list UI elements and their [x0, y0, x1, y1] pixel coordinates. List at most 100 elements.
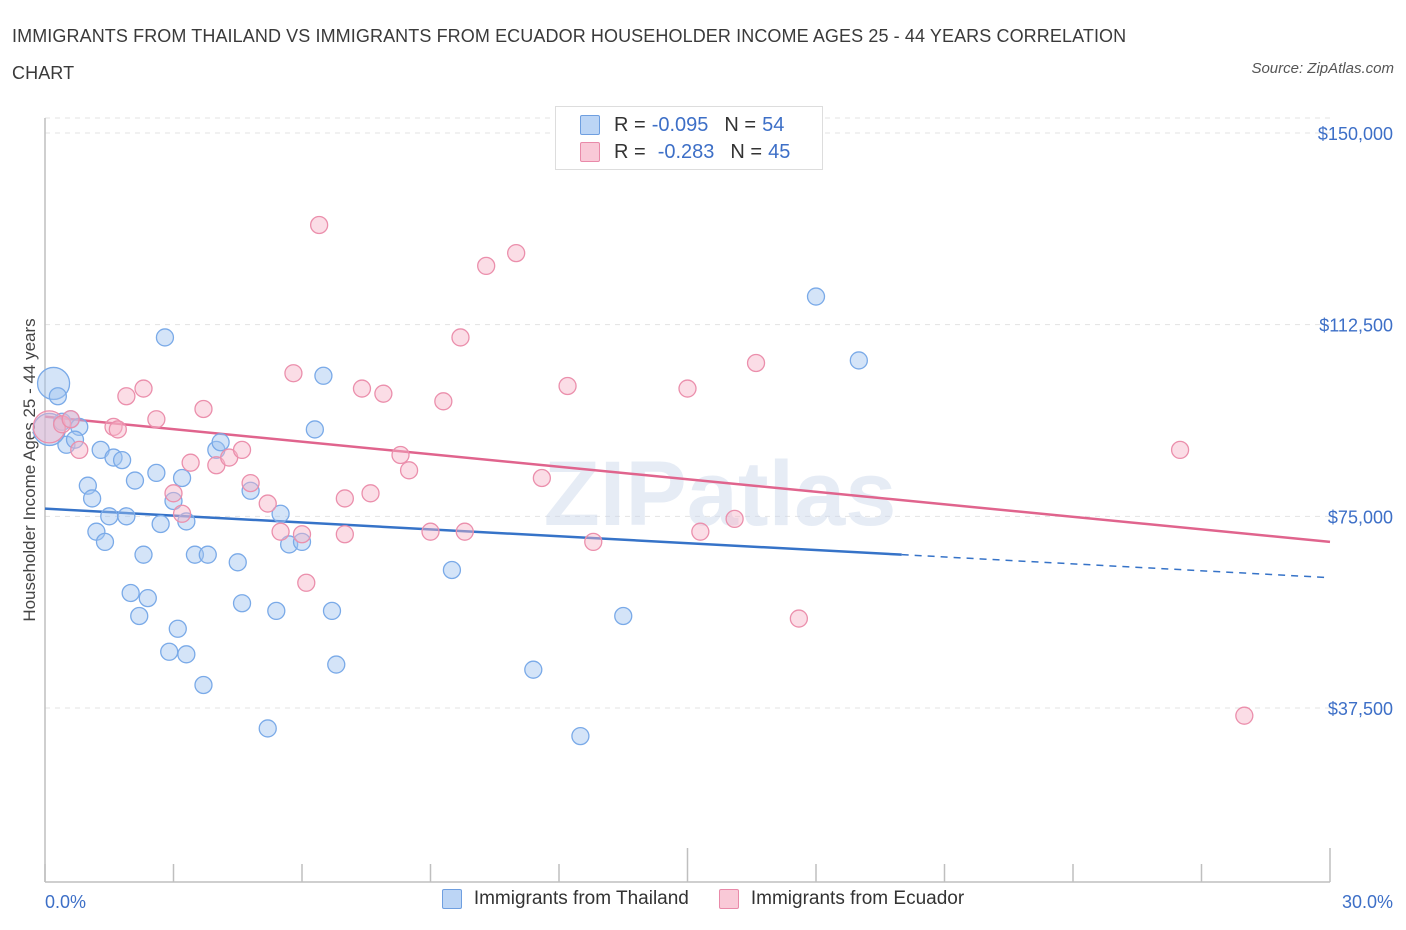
data-point-thailand: [314, 366, 333, 385]
data-point-thailand: [211, 433, 230, 452]
thailand-swatch: [580, 115, 600, 135]
data-point-ecuador: [117, 387, 136, 406]
data-point-thailand: [100, 507, 119, 526]
stats-legend: R = -0.095 N = 54 R = -0.283 N = 45: [555, 106, 823, 170]
data-point-thailand: [305, 420, 325, 439]
legend-item-ecuador[interactable]: Immigrants from Ecuador: [718, 888, 965, 910]
data-point-thailand: [614, 606, 633, 626]
data-point-ecuador: [181, 453, 200, 472]
data-point-ecuador: [374, 384, 393, 403]
n-label: N =: [724, 113, 757, 136]
data-point-ecuador: [108, 420, 127, 439]
data-point-thailand: [155, 328, 175, 347]
data-point-ecuador: [434, 392, 453, 411]
data-point-thailand: [164, 491, 183, 511]
y-tick-label: $150,000: [1318, 124, 1393, 144]
data-point-thailand: [138, 588, 157, 608]
trend-line-extension: [901, 553, 1331, 579]
data-point-ecuador: [292, 525, 312, 544]
data-point-thailand: [160, 642, 179, 661]
data-point-ecuador: [52, 415, 72, 434]
data-point-ecuador: [335, 525, 354, 544]
legend-item-thailand[interactable]: Immigrants from Thailand: [441, 888, 689, 910]
data-point-ecuador: [1170, 440, 1190, 460]
data-point-thailand: [571, 726, 590, 746]
data-point-ecuador: [335, 489, 354, 508]
gridlines: [45, 117, 1330, 709]
data-point-thailand: [524, 660, 543, 679]
data-points: [32, 215, 1254, 746]
legend-label-thailand: Immigrants from Thailand: [473, 888, 689, 909]
data-point-thailand: [95, 532, 115, 552]
data-point-ecuador: [164, 484, 183, 503]
legend-label-ecuador: Immigrants from Ecuador: [750, 888, 965, 909]
ecuador-legend-swatch: [718, 889, 739, 909]
data-point-thailand: [327, 655, 346, 674]
r-label: R =: [614, 140, 646, 163]
data-point-ecuador: [691, 522, 710, 541]
n-label: N =: [730, 140, 763, 163]
source-label: Source: ZipAtlas.com: [1251, 60, 1394, 77]
data-point-thailand: [172, 468, 192, 488]
data-point-thailand: [168, 619, 187, 638]
data-point-thailand: [322, 601, 342, 621]
data-point-thailand: [806, 287, 826, 306]
data-point-ecuador: [352, 379, 372, 398]
data-point-thailand: [228, 553, 247, 572]
data-point-thailand: [198, 545, 217, 564]
data-point-thailand: [185, 545, 205, 564]
data-point-thailand: [48, 387, 67, 406]
chart-title: IMMIGRANTS FROM THAILAND VS IMMIGRANTS F…: [12, 26, 1127, 83]
data-point-ecuador: [507, 243, 526, 263]
data-point-ecuador: [532, 468, 552, 488]
data-point-thailand: [194, 675, 213, 695]
y-tick-label: $75,000: [1328, 507, 1393, 527]
stats-legend-row-thailand: R = -0.095 N = 54: [580, 112, 790, 138]
data-point-ecuador: [61, 410, 80, 429]
data-point-ecuador: [284, 364, 303, 383]
data-point-ecuador: [134, 379, 153, 398]
data-point-thailand: [65, 430, 85, 449]
data-point-thailand: [134, 545, 153, 564]
data-point-thailand: [292, 532, 312, 552]
data-point-thailand: [267, 601, 286, 621]
data-point-ecuador: [32, 410, 66, 444]
thailand-legend-swatch: [441, 889, 462, 909]
data-point-ecuador: [789, 609, 809, 628]
data-point-ecuador: [455, 522, 474, 541]
data-point-thailand: [271, 504, 290, 523]
data-point-thailand: [36, 366, 71, 401]
data-point-ecuador: [258, 494, 277, 513]
data-point-thailand: [177, 645, 196, 664]
x-tick-labels: 0.0% 30.0%: [45, 892, 1393, 912]
data-point-ecuador: [584, 532, 603, 552]
data-point-ecuador: [746, 353, 766, 373]
data-point-ecuador: [297, 573, 316, 592]
data-point-ecuador: [678, 379, 697, 398]
data-point-ecuador: [1235, 706, 1254, 725]
r-value: -0.283: [657, 140, 715, 163]
data-point-ecuador: [172, 504, 192, 523]
data-point-thailand: [151, 514, 170, 534]
data-point-ecuador: [391, 445, 410, 465]
data-point-thailand: [849, 351, 868, 370]
data-point-thailand: [442, 560, 462, 580]
x-tick-label-left: 0.0%: [45, 892, 86, 912]
y-tick-labels: $150,000 $112,500 $75,000 $37,500: [1318, 124, 1393, 719]
data-point-thailand: [112, 450, 132, 470]
data-point-ecuador: [558, 376, 577, 396]
ecuador-swatch: [580, 142, 600, 162]
stats-legend-row-ecuador: R = -0.283 N = 45: [580, 139, 796, 165]
data-point-ecuador: [421, 522, 440, 541]
r-label: R =: [614, 113, 646, 136]
data-point-thailand: [258, 719, 277, 738]
data-point-ecuador: [70, 440, 89, 460]
n-value: 45: [768, 140, 791, 163]
r-value: -0.095: [651, 113, 709, 136]
axes: [44, 118, 1331, 883]
trend-line-ecuador: [44, 415, 1331, 544]
y-tick-label: $112,500: [1319, 316, 1393, 336]
data-point-thailand: [121, 583, 140, 603]
data-point-ecuador: [477, 256, 496, 276]
x-tick-label-right: 30.0%: [1342, 892, 1393, 912]
